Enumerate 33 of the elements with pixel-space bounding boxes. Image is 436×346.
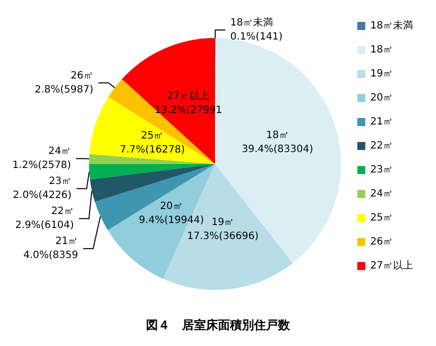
legend-label: 27㎡以上 [370, 260, 414, 272]
legend-label: 20㎡ [370, 92, 394, 104]
data-label: 0.1%(141) [230, 32, 283, 42]
legend-label: 21㎡ [370, 116, 394, 128]
data-label: 17.3%(36696) [187, 231, 259, 242]
data-label: 7.7%(16278) [120, 144, 185, 156]
data-label: 9.4%(19944) [138, 215, 204, 226]
data-label: 39.4%(83304) [242, 144, 314, 156]
slice-label: 25㎡ [140, 130, 164, 142]
data-label: 2.9%(6104) [15, 220, 74, 232]
slice-label: 19㎡ [211, 217, 234, 228]
data-label: 4.0%(8359 [23, 250, 78, 262]
legend-label: 24㎡ [370, 188, 394, 200]
slice-label: 27㎡以上 [166, 90, 210, 102]
slice-label: 18㎡未満 [230, 16, 274, 28]
legend-label: 19㎡ [370, 68, 394, 80]
slice-label: 22㎡ [51, 206, 74, 218]
data-label: 1.2%(2578) [12, 160, 72, 172]
legend-label: 18㎡未満 [370, 20, 414, 32]
slice-label: 23㎡ [48, 176, 72, 188]
legend-label: 22㎡ [370, 140, 394, 152]
legend-label: 25㎡ [370, 212, 394, 224]
slice-label: 18㎡ [266, 130, 289, 142]
slice-label: 20㎡ [160, 201, 183, 212]
legend-label: 26㎡ [370, 236, 394, 248]
data-label: 2.8%(5987) [34, 84, 94, 96]
text: 図４ 居室床面積別住戸数 [146, 318, 291, 332]
slice-label: 24㎡ [48, 146, 72, 158]
data-label: 2.0%(4226) [12, 190, 72, 202]
slice-label: 21㎡ [55, 236, 78, 248]
legend-label: 23㎡ [370, 164, 394, 176]
slice-label: 26㎡ [70, 70, 94, 82]
legend-label: 18㎡ [370, 44, 394, 56]
